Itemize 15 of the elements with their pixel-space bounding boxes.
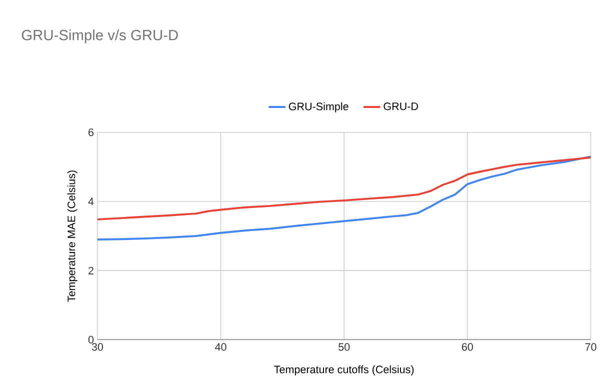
y-axis-title: Temperature MAE (Celsius) xyxy=(67,170,78,302)
x-tick-label: 30 xyxy=(92,343,103,351)
y-tick-label: 4 xyxy=(88,198,94,206)
x-tick-label: 40 xyxy=(215,343,226,351)
y-tick-label: 6 xyxy=(88,128,94,136)
y-tick-label: 2 xyxy=(88,266,94,275)
chart-title: GRU-Simple v/s GRU-D xyxy=(22,30,178,44)
legend-label: GRU-D xyxy=(384,102,418,110)
x-tick-label: 70 xyxy=(585,343,596,351)
x-axis-title: Temperature cutoffs (Celsius) xyxy=(274,366,414,376)
y-tick-label: 0 xyxy=(88,336,94,344)
x-tick-label: 50 xyxy=(338,343,350,351)
x-tick-label: 60 xyxy=(462,343,473,351)
line-series xyxy=(97,156,591,241)
legend-label: GRU-Simple xyxy=(288,102,348,113)
